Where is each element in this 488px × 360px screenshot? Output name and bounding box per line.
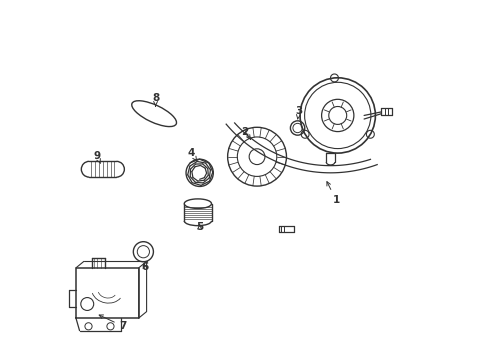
Text: 3: 3: [295, 106, 302, 119]
Text: 4: 4: [187, 148, 197, 161]
Text: 9: 9: [93, 150, 101, 163]
Text: 1: 1: [326, 182, 339, 205]
Text: 5: 5: [196, 222, 203, 232]
Text: 7: 7: [99, 315, 127, 331]
Text: 8: 8: [152, 93, 159, 106]
Text: 6: 6: [141, 262, 148, 272]
Text: 2: 2: [241, 127, 250, 139]
